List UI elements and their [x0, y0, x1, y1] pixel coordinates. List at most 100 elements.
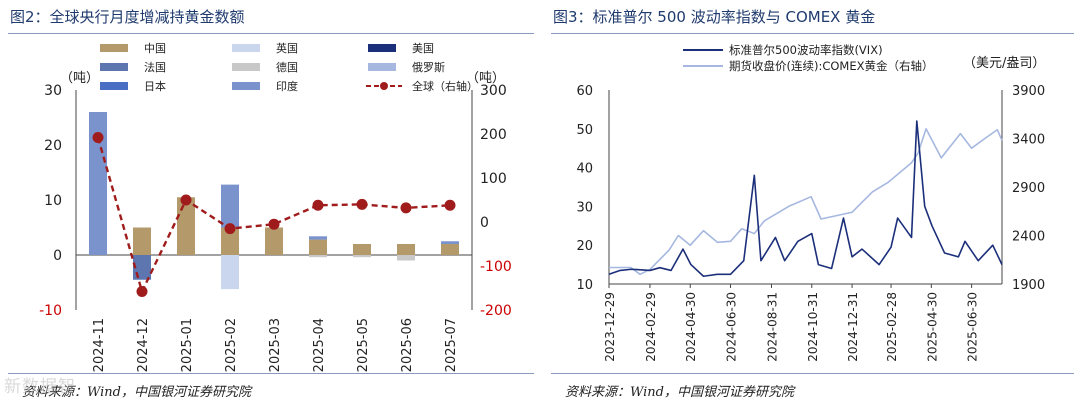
left-y-tick-label: -10: [39, 303, 62, 319]
right-y-tick-label: 100: [480, 171, 507, 187]
bar-series-0: [353, 244, 371, 255]
x-tick-label: 2025-05: [356, 318, 371, 372]
bar-series-4: [309, 255, 327, 258]
left-bottom-divider: [8, 373, 534, 374]
right-figure-title: 图3：标准普尔 500 波动率指数与 COMEX 黄金: [553, 8, 876, 26]
legend-swatch: [232, 82, 260, 90]
left-y-tick-label: 60: [576, 84, 593, 99]
legend-label: 美国: [412, 42, 434, 55]
bar-series-4: [353, 255, 371, 258]
gold-line: [609, 128, 1003, 276]
right-y-tick-label: 3900: [1012, 84, 1045, 99]
right-y-tick-label: 2900: [1012, 181, 1045, 196]
x-tick-label: 2024-06-30: [725, 292, 739, 362]
x-tick-label: 2024-12-31: [846, 292, 860, 362]
legend-label: 标准普尔500波动率指数(VIX): [729, 43, 883, 57]
bar-series-0: [221, 227, 239, 255]
right-y-tick-label: 3400: [1012, 133, 1045, 148]
right-y-tick-label: 1900: [1012, 278, 1045, 293]
x-tick-label: 2024-04-30: [684, 292, 698, 362]
global-point: [136, 286, 148, 298]
legend-swatch: [368, 63, 396, 71]
x-tick-label: 2025-02: [224, 318, 239, 372]
left-y-tick-label: 0: [53, 248, 62, 264]
bar-series-0: [309, 239, 327, 255]
bar-series-0: [265, 227, 283, 255]
right-source-note: 资料来源：Wind，中国银河证券研究院: [565, 385, 794, 400]
x-tick-label: 2024-10-31: [806, 292, 820, 362]
left-y-tick-label: 30: [44, 83, 62, 99]
left-y-tick-label: 20: [576, 239, 593, 254]
right-y-tick-label: 2400: [1012, 230, 1045, 245]
x-tick-label: 2024-12: [136, 318, 151, 372]
x-tick-label: 2024-08-31: [765, 292, 779, 362]
left-y-tick-label: 20: [44, 138, 62, 154]
bar-series-7: [309, 236, 327, 240]
x-tick-label: 2025-07: [444, 318, 459, 372]
x-tick-label: 2025-02-28: [885, 292, 899, 362]
x-tick-label: 2025-04-30: [925, 292, 939, 362]
bar-series-1: [221, 255, 239, 290]
right-y-tick-label: -100: [480, 259, 512, 275]
legend-swatch-marker: [380, 82, 388, 90]
legend-label: 日本: [144, 79, 166, 93]
right-y-unit: （美元/盎司）: [963, 56, 1045, 71]
legend-label: 期货收盘价(连续):COMEX黄金（右轴）: [729, 59, 934, 73]
legend-swatch: [100, 44, 128, 52]
legend-swatch: [100, 82, 128, 90]
global-point: [180, 194, 192, 206]
x-tick-label: 2025-06: [400, 318, 415, 372]
left-figure-title: 图2：全球央行月度增减持黄金数额: [10, 8, 245, 26]
legend-label: 德国: [276, 60, 298, 74]
global-point: [356, 198, 368, 210]
left-y-tick-label: 30: [576, 200, 593, 215]
legend-swatch: [232, 63, 260, 71]
watermark-logo: 新数据智: [4, 377, 76, 397]
left-y-tick-label: 10: [44, 193, 62, 209]
left-y-tick-label: 10: [576, 278, 593, 293]
bar-series-0: [397, 244, 415, 255]
x-tick-label: 2024-02-29: [644, 292, 658, 362]
legend-label: 英国: [276, 41, 298, 55]
vix-line: [608, 120, 1003, 278]
bar-series-0: [441, 244, 459, 255]
left-chart-panel: 图2：全球央行月度增减持黄金数额 -10 0 10 20 30 -200 -100 0 100 2…: [8, 8, 534, 400]
left-y-unit: （吨）: [60, 71, 99, 86]
global-line: [96, 137, 451, 295]
legend-label: 全球（右轴）: [412, 79, 478, 93]
right-y-tick-label: 200: [480, 127, 507, 143]
global-point: [92, 132, 104, 144]
global-point: [400, 202, 412, 214]
bar-series-0: [133, 227, 151, 255]
x-tick-label: 2025-04: [312, 318, 327, 372]
left-y-tick-label: 50: [576, 123, 593, 138]
legend-label: 中国: [144, 42, 166, 55]
x-tick-label: 2025-06-30: [966, 292, 980, 362]
right-y-tick-label: 0: [480, 215, 489, 231]
legend-swatch: [368, 44, 396, 52]
bar-series-7: [441, 241, 459, 244]
right-line-chart: 10 20 30 40 50 60 1900 2400 2900 3400 3900 （美元/盎司） 2…: [576, 43, 1045, 362]
left-y-tick-label: 40: [576, 162, 593, 177]
legend-label: 俄罗斯: [412, 61, 445, 74]
legend-label: 法国: [144, 60, 166, 74]
bar-series-7: [221, 184, 239, 228]
right-bottom-divider: [551, 373, 1074, 374]
global-point: [224, 223, 236, 235]
left-source-note: 资料来源：Wind，中国银河证券研究院: [22, 385, 251, 400]
right-chart-panel: 图3：标准普尔 500 波动率指数与 COMEX 黄金 10 20 30 40 50 60…: [543, 0, 1080, 405]
global-point: [268, 218, 280, 230]
x-tick-label: 2025-03: [268, 318, 283, 372]
right-y-tick-label: 300: [480, 83, 507, 99]
right-y-tick-label: -200: [480, 303, 512, 319]
legend-swatch: [100, 63, 128, 71]
right-title-divider: [551, 33, 1074, 34]
bar-series-7: [89, 112, 107, 255]
legend-label: 印度: [276, 79, 298, 93]
global-point: [312, 199, 324, 211]
x-tick-label: 2024-11: [92, 318, 107, 372]
x-tick-label: 2025-01: [180, 318, 195, 372]
bar-series-4: [397, 255, 415, 261]
legend-swatch: [232, 44, 260, 52]
